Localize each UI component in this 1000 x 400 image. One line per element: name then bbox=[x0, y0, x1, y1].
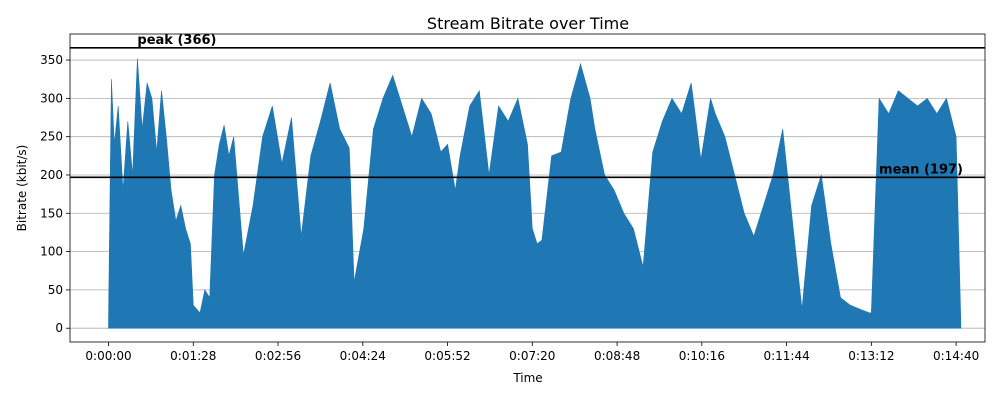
y-tick-label: 250 bbox=[40, 130, 63, 144]
y-tick-label: 50 bbox=[48, 283, 63, 297]
y-tick-label: 0 bbox=[55, 321, 63, 335]
reference-label: mean (197) bbox=[879, 162, 963, 177]
x-tick-label: 0:05:52 bbox=[424, 349, 470, 363]
y-tick-label: 200 bbox=[40, 168, 63, 182]
plot-frame bbox=[69, 33, 986, 343]
x-tick-label: 0:11:44 bbox=[763, 349, 809, 363]
reference-label: peak (366) bbox=[137, 33, 216, 48]
y-axis-ticks: 0 50 100 150 200 250 300 350 bbox=[40, 53, 70, 335]
x-tick-label: 0:14:40 bbox=[933, 349, 979, 363]
x-axis-ticks: 0:00:00 0:01:28 0:02:56 0:04:24 0:05:52 0:07:… bbox=[85, 342, 979, 363]
y-axis-label: Bitrate (kbit/s) bbox=[15, 145, 29, 232]
reference-lines: peak (366) mean (197) bbox=[70, 33, 985, 179]
x-tick-label: 0:07:20 bbox=[509, 349, 555, 363]
y-tick-label: 350 bbox=[40, 53, 63, 67]
x-tick-label: 0:00:00 bbox=[85, 349, 131, 363]
x-tick-label: 0:01:28 bbox=[170, 349, 216, 363]
data-area-group bbox=[108, 58, 962, 329]
x-tick-label: 0:13:12 bbox=[848, 349, 894, 363]
bitrate-area bbox=[108, 58, 962, 329]
x-tick-label: 0:10:16 bbox=[679, 349, 725, 363]
y-tick-label: 300 bbox=[40, 91, 63, 105]
x-tick-label: 0:04:24 bbox=[340, 349, 386, 363]
x-tick-label: 0:02:56 bbox=[255, 349, 301, 363]
y-tick-label: 150 bbox=[40, 206, 63, 220]
x-axis-label: Time bbox=[512, 371, 542, 385]
chart-title: Stream Bitrate over Time bbox=[427, 14, 629, 33]
x-tick-label: 0:08:48 bbox=[594, 349, 640, 363]
y-tick-label: 100 bbox=[40, 245, 63, 259]
